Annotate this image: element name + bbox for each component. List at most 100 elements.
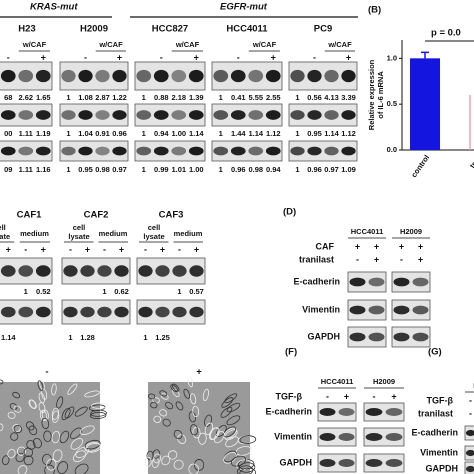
band	[393, 277, 410, 287]
fraction-label: cell	[0, 223, 6, 232]
cell	[1, 455, 10, 466]
band	[349, 332, 366, 342]
cell	[192, 405, 200, 418]
cell	[59, 430, 70, 444]
band	[412, 332, 429, 342]
band	[35, 306, 51, 318]
lane-sign: +	[374, 254, 379, 264]
condition-label: w/CAF	[175, 40, 200, 49]
band	[365, 459, 383, 467]
cell	[221, 397, 234, 408]
band	[114, 265, 129, 277]
lane-sign: +	[344, 391, 349, 401]
cell	[10, 432, 19, 441]
quantification: 1.19	[36, 129, 51, 138]
quantification: 0.88	[154, 93, 169, 102]
fraction-label: lysate	[0, 232, 10, 241]
quantification: 1	[219, 165, 223, 174]
blot	[391, 271, 431, 293]
band	[153, 110, 169, 120]
band	[248, 110, 264, 120]
blot	[288, 103, 358, 127]
blot	[211, 103, 283, 127]
fraction-label: lysate	[143, 232, 164, 241]
band	[172, 265, 187, 277]
band	[365, 408, 383, 416]
quantification: 1	[68, 333, 72, 342]
panel-label: (B)	[368, 5, 381, 16]
lane-sign: +	[160, 244, 165, 254]
quantification: 1.14	[189, 129, 204, 138]
band	[230, 146, 246, 156]
condition-label: +	[196, 367, 202, 378]
lane-sign: -	[356, 254, 359, 264]
lane-sign: -	[160, 52, 163, 62]
blot	[363, 402, 405, 422]
band	[290, 110, 305, 120]
cell	[56, 396, 64, 409]
band	[0, 306, 16, 318]
band	[112, 69, 127, 83]
cell	[188, 411, 197, 423]
cell	[0, 379, 4, 385]
cell	[167, 450, 178, 460]
band	[18, 69, 34, 83]
cell	[223, 451, 237, 464]
quantification: 1.01	[171, 165, 186, 174]
band	[35, 265, 51, 277]
panel-label: (F)	[285, 347, 297, 358]
quantification: 1.04	[78, 129, 93, 138]
blot	[363, 427, 405, 447]
protein-label: E-cadherin	[293, 276, 340, 286]
cell	[12, 391, 21, 399]
band	[0, 265, 16, 277]
y-axis-label: of IL-6 mRNA	[376, 71, 385, 119]
band	[61, 110, 76, 120]
band	[368, 332, 385, 342]
cell	[190, 424, 199, 436]
band	[97, 306, 112, 318]
band	[230, 110, 246, 120]
quantification: 0.57	[189, 287, 204, 296]
cell	[85, 443, 102, 453]
band	[248, 69, 264, 83]
quantification: 1.22	[112, 93, 127, 102]
quantification: 00	[4, 129, 12, 138]
quantification: 0.62	[114, 287, 129, 296]
blot	[59, 140, 129, 162]
lane-sign: +	[418, 241, 423, 251]
cell	[43, 430, 52, 443]
lane-sign: +	[194, 244, 199, 254]
band	[365, 433, 383, 441]
cell	[46, 458, 57, 471]
cell	[188, 463, 199, 474]
cell	[159, 409, 168, 417]
lane-sign: +	[346, 52, 351, 62]
fraction-label: medium	[20, 229, 49, 238]
lane-sign: -	[69, 244, 72, 254]
quantification: 0.95	[78, 165, 93, 174]
band	[213, 110, 229, 120]
quantification: 0.98	[248, 165, 263, 174]
lane-sign: +	[374, 241, 379, 251]
band	[155, 306, 170, 318]
blot	[363, 453, 405, 473]
quantification: 2.55	[266, 93, 281, 102]
y-tick-label: 1.0	[387, 53, 397, 62]
lane-sign: -	[326, 391, 329, 401]
caf-label: CAF3	[159, 210, 184, 221]
cell	[220, 406, 233, 418]
lane-sign: +	[355, 241, 360, 251]
y-tick-label: 0.5	[387, 99, 397, 108]
band	[63, 265, 78, 277]
cell	[84, 439, 101, 450]
band	[341, 146, 356, 156]
micrographs	[0, 376, 257, 474]
blot	[391, 326, 431, 348]
caf-label: CAF1	[17, 210, 43, 221]
cell	[153, 453, 162, 464]
cell	[79, 425, 95, 435]
cell	[223, 450, 237, 463]
lane-sign: -	[7, 52, 10, 62]
band	[95, 146, 110, 156]
